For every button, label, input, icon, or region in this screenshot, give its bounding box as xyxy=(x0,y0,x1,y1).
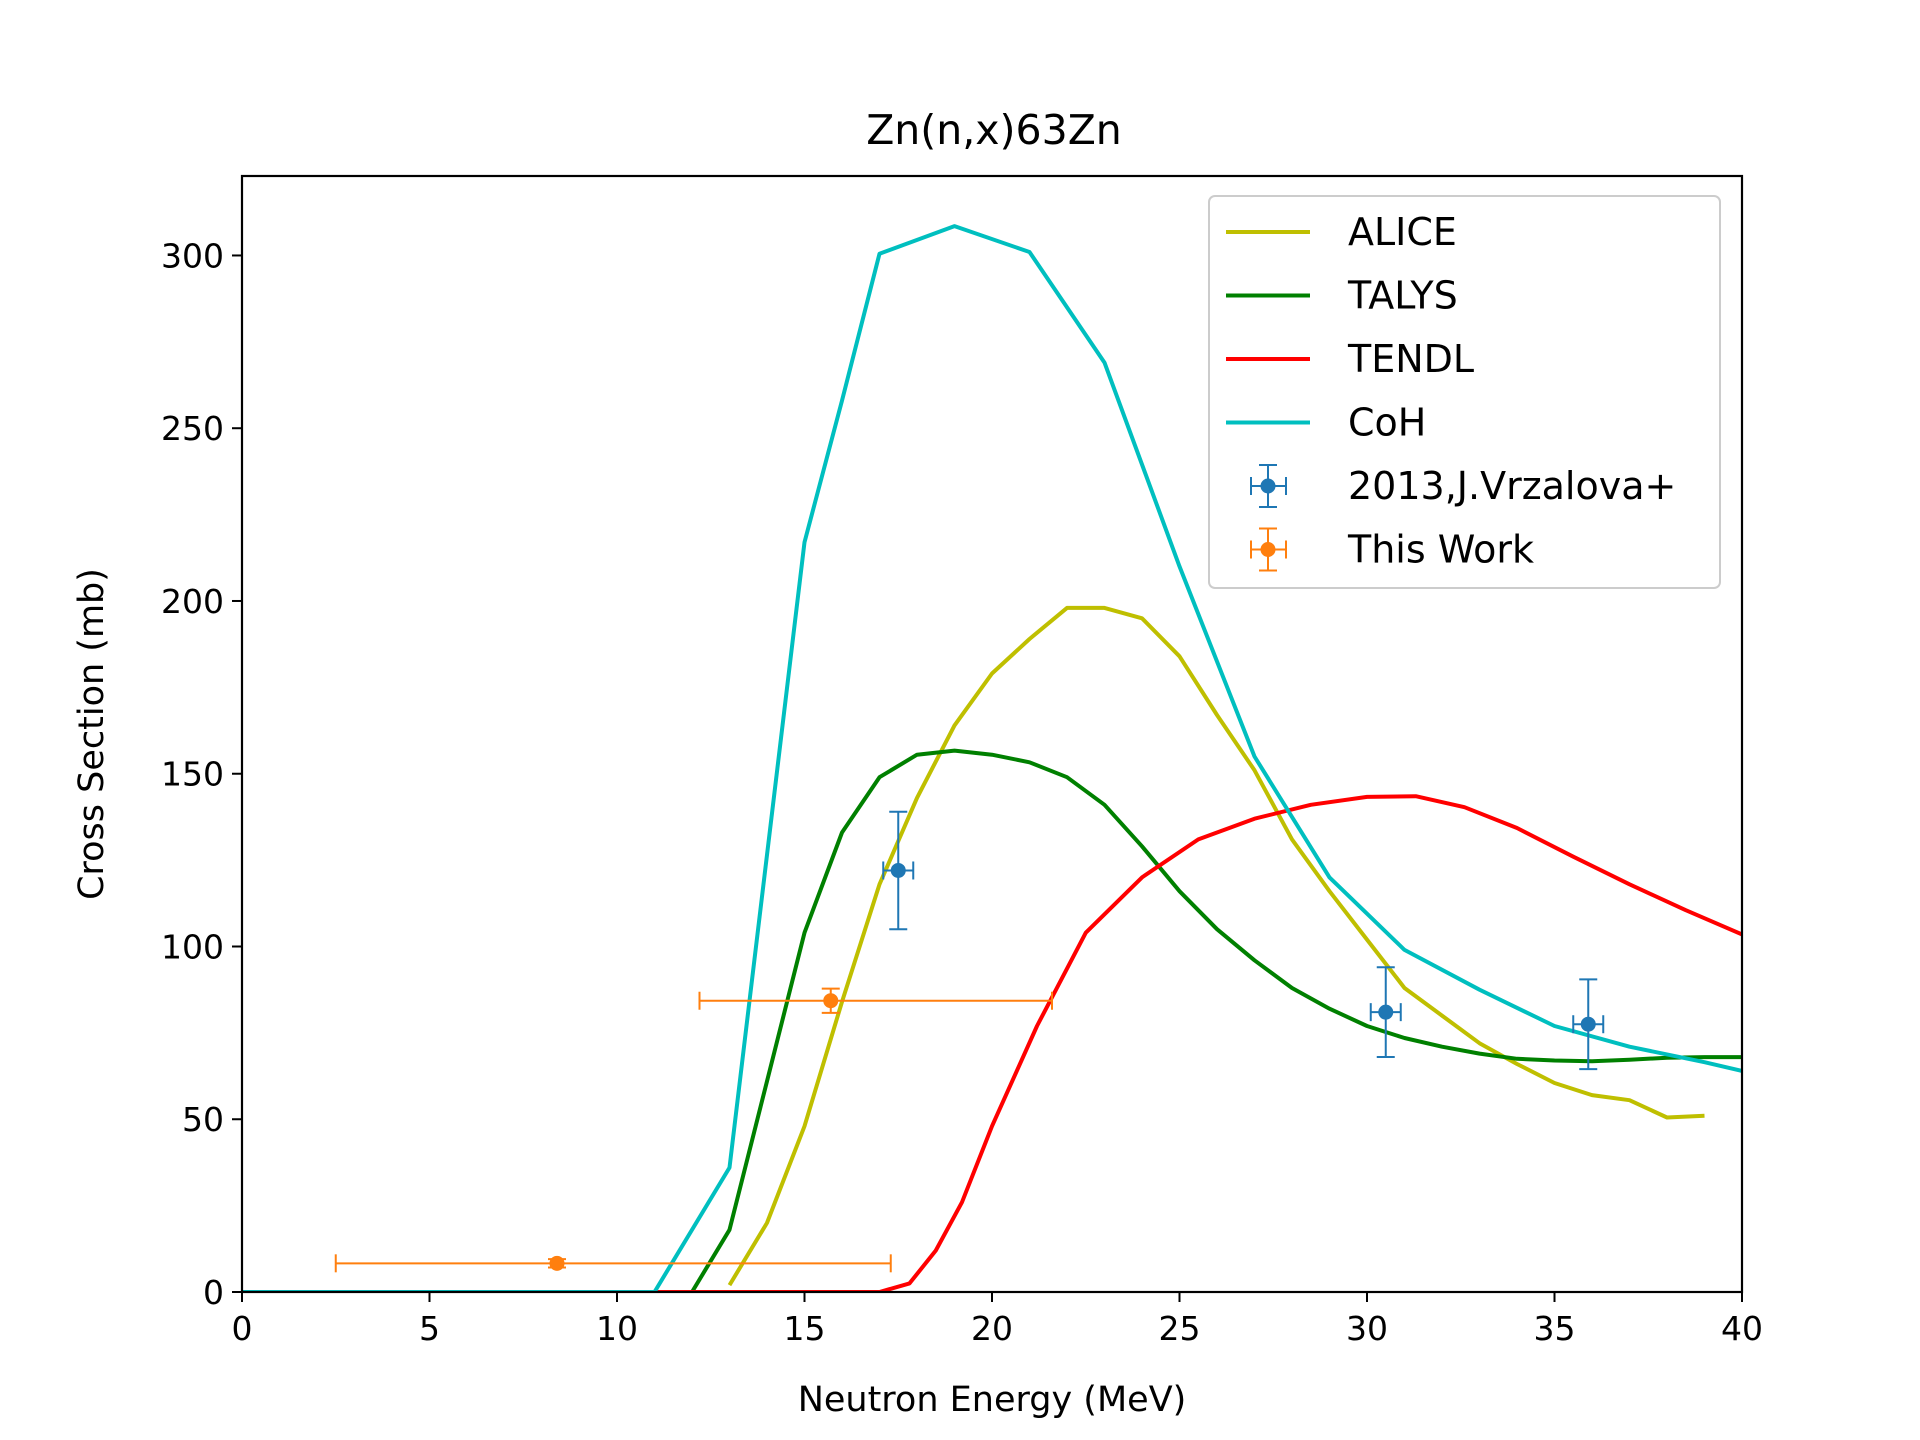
data-point-2013-j-vrzalova xyxy=(1572,978,1605,1071)
marker xyxy=(890,862,906,878)
y-tick-label: 100 xyxy=(161,927,224,966)
marker xyxy=(1378,1004,1394,1020)
series-line-alice xyxy=(727,605,1705,1287)
legend-swatch-marker xyxy=(1260,542,1276,557)
legend-item: TALYS xyxy=(1226,274,1458,318)
y-tick-label: 0 xyxy=(203,1273,224,1312)
legend-item: ALICE xyxy=(1226,210,1457,254)
series-line-talys xyxy=(690,748,1742,1292)
x-tick-label: 15 xyxy=(784,1309,826,1348)
x-tick-label: 20 xyxy=(971,1309,1013,1348)
x-tick-label: 5 xyxy=(419,1309,440,1348)
x-tick-label: 30 xyxy=(1346,1309,1388,1348)
x-tick-label: 40 xyxy=(1721,1309,1763,1348)
marker xyxy=(549,1255,565,1271)
x-tick-label: 25 xyxy=(1159,1309,1201,1348)
legend-label: CoH xyxy=(1348,401,1426,445)
y-tick-label: 150 xyxy=(161,755,224,794)
legend-item: CoH xyxy=(1226,401,1426,445)
marker xyxy=(1580,1016,1596,1032)
data-point-2013-j-vrzalova xyxy=(882,810,915,931)
x-tick-label: 0 xyxy=(232,1309,253,1348)
legend-frame xyxy=(1208,195,1721,589)
x-axis: 0 5 10 15 20 25 30 35 40 xyxy=(232,1292,1763,1348)
series-layer xyxy=(242,224,1742,1292)
legend: ALICE TALYS TENDL CoH 2013,J.Vrzalova+ This W… xyxy=(1208,195,1721,589)
plot-area xyxy=(240,174,1744,1294)
chart-title: Zn(n,x)63Zn xyxy=(866,106,1122,154)
y-tick-label: 50 xyxy=(182,1100,224,1139)
data-point-2013-j-vrzalova xyxy=(1369,966,1402,1059)
x-tick-label: 35 xyxy=(1534,1309,1576,1348)
legend-label: TENDL xyxy=(1347,337,1474,381)
legend-label: TALYS xyxy=(1347,274,1458,318)
data-point-this-work xyxy=(698,987,1053,1014)
y-tick-label: 300 xyxy=(161,236,224,275)
legend-swatch-marker xyxy=(1260,478,1276,494)
series-line-coh xyxy=(242,224,1742,1292)
x-axis-label: Neutron Energy (MeV) xyxy=(798,1380,1187,1420)
x-tick-label: 10 xyxy=(596,1309,638,1348)
series-line-tendl xyxy=(242,794,1742,1292)
data-point-this-work xyxy=(334,1254,892,1273)
y-axis: 0 50 100 150 200 250 300 xyxy=(161,236,242,1312)
legend-label: This Work xyxy=(1347,528,1534,572)
y-tick-label: 200 xyxy=(161,582,224,621)
legend-item: 2013,J.Vrzalova+ xyxy=(1250,464,1676,508)
legend-label: ALICE xyxy=(1348,210,1457,254)
legend-item: TENDL xyxy=(1226,337,1474,381)
marker xyxy=(823,993,839,1009)
legend-item: This Work xyxy=(1250,527,1534,572)
legend-label: 2013,J.Vrzalova+ xyxy=(1348,464,1676,508)
y-tick-label: 250 xyxy=(161,409,224,448)
y-axis-label: Cross Section (mb) xyxy=(72,568,112,900)
